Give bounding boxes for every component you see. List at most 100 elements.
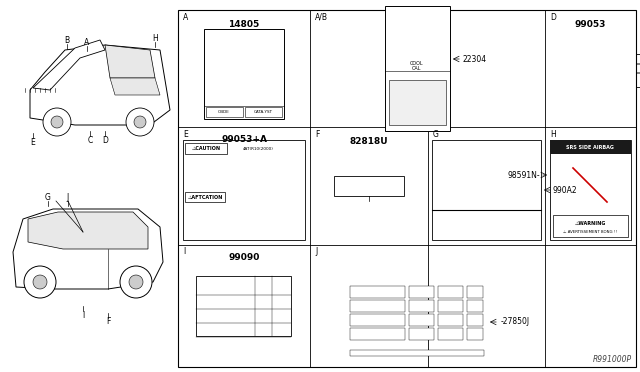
Bar	[391, 90, 444, 92]
Bar	[432, 140, 541, 240]
Bar	[391, 99, 444, 101]
Text: H: H	[152, 33, 158, 42]
Polygon shape	[30, 45, 170, 125]
Bar	[436, 238, 525, 241]
Text: E: E	[183, 129, 188, 138]
Circle shape	[445, 342, 459, 356]
Circle shape	[129, 275, 143, 289]
Bar	[257, 295, 272, 308]
Text: D: D	[102, 135, 108, 144]
Bar	[409, 300, 434, 312]
Circle shape	[434, 346, 440, 352]
Text: F: F	[315, 129, 319, 138]
Bar	[436, 245, 537, 247]
Text: A/B: A/B	[315, 13, 328, 22]
Bar	[409, 286, 434, 298]
Circle shape	[410, 263, 424, 277]
Bar	[186, 239, 298, 241]
Bar	[274, 295, 289, 308]
Text: C: C	[88, 135, 93, 144]
Text: J: J	[67, 192, 69, 202]
Bar	[186, 218, 283, 220]
Bar	[208, 43, 280, 45]
Bar	[409, 328, 434, 340]
Bar	[436, 148, 537, 150]
Polygon shape	[110, 78, 160, 95]
Text: A: A	[84, 38, 90, 46]
Bar	[204, 29, 284, 119]
Bar	[438, 328, 463, 340]
Text: 14805: 14805	[228, 19, 260, 29]
Bar	[536, 62, 640, 65]
Polygon shape	[13, 209, 163, 289]
Text: 990A2: 990A2	[553, 186, 577, 195]
Text: ⚠WARNING: ⚠WARNING	[574, 221, 605, 225]
Bar	[467, 314, 483, 326]
Circle shape	[419, 334, 425, 340]
Bar	[274, 281, 289, 294]
Bar	[208, 63, 280, 65]
Bar	[438, 314, 463, 326]
Bar	[467, 286, 483, 298]
Bar	[467, 328, 483, 340]
Bar	[389, 80, 446, 125]
Bar	[553, 215, 628, 237]
Text: B: B	[65, 35, 70, 45]
Bar	[350, 350, 484, 356]
Text: ⚠ AVERTISSEMENT BONG !!: ⚠ AVERTISSEMENT BONG !!	[563, 230, 617, 234]
Bar	[208, 51, 280, 53]
Circle shape	[33, 275, 47, 289]
Bar	[350, 328, 405, 340]
Bar	[388, 11, 447, 14]
Bar	[467, 300, 483, 312]
Bar	[350, 300, 405, 312]
Bar	[257, 323, 272, 336]
Circle shape	[449, 346, 455, 352]
Bar	[436, 160, 525, 163]
Bar	[208, 82, 270, 84]
Text: F: F	[106, 317, 110, 327]
Circle shape	[43, 108, 71, 136]
Bar	[409, 314, 434, 326]
Circle shape	[51, 116, 63, 128]
Bar	[391, 117, 444, 119]
Bar	[198, 323, 255, 336]
Bar	[350, 350, 484, 356]
Bar	[467, 300, 483, 312]
Circle shape	[415, 342, 429, 356]
Bar	[590, 172, 600, 185]
Bar	[350, 286, 405, 298]
Circle shape	[134, 116, 146, 128]
Bar	[206, 107, 243, 117]
Bar	[350, 314, 405, 326]
Bar	[582, 181, 590, 185]
Text: 98591N-: 98591N-	[508, 170, 540, 180]
Bar	[550, 140, 631, 154]
Text: 82818U: 82818U	[349, 137, 388, 145]
Bar	[409, 300, 434, 312]
Bar	[350, 328, 405, 340]
Bar	[388, 46, 443, 49]
Circle shape	[434, 334, 440, 340]
Bar	[436, 167, 537, 170]
Text: G: G	[45, 192, 51, 202]
Bar	[391, 108, 444, 110]
Bar	[388, 51, 439, 54]
Text: SRS SIDE AIRBAG: SRS SIDE AIRBAG	[566, 144, 614, 150]
Bar	[186, 177, 288, 180]
Bar	[257, 281, 272, 294]
Bar	[438, 300, 463, 312]
Bar	[436, 251, 537, 254]
Bar	[208, 92, 270, 94]
Bar	[438, 328, 463, 340]
Text: I: I	[82, 311, 84, 320]
Bar	[388, 56, 449, 59]
Bar	[550, 140, 631, 240]
Bar	[436, 225, 537, 228]
Bar	[438, 300, 463, 312]
Bar	[208, 87, 280, 89]
Bar	[436, 154, 537, 157]
Bar	[388, 21, 449, 24]
Circle shape	[565, 160, 615, 210]
Bar	[198, 309, 255, 322]
